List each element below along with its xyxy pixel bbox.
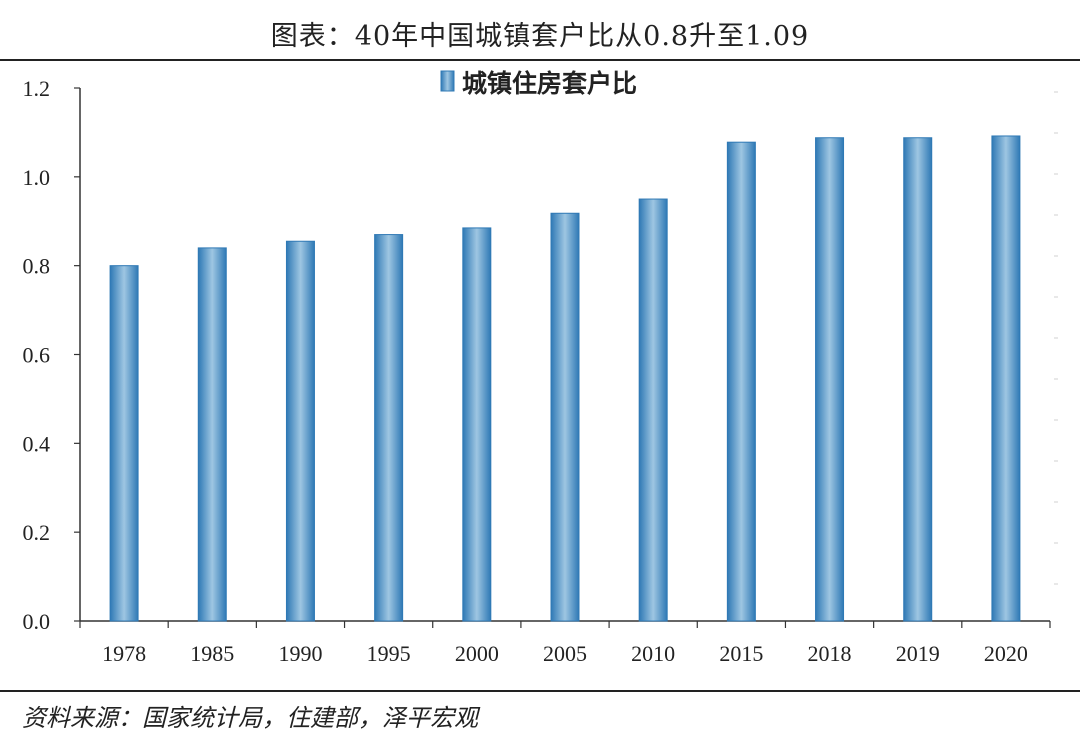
y-tick-label: 0.0 (23, 609, 51, 634)
legend-label: 城镇住房套户比 (462, 69, 637, 98)
bar-2015 (726, 141, 756, 622)
bar-2018 (815, 137, 845, 622)
y-tick-label: 1.0 (23, 165, 51, 190)
bar-1978 (109, 265, 139, 622)
x-tick-label: 1985 (190, 641, 234, 666)
bar-1990 (285, 240, 315, 622)
y-tick-label: 0.2 (23, 520, 51, 545)
x-tick-label: 2019 (896, 641, 940, 666)
bar-2010 (638, 198, 668, 622)
x-tick-label: 1995 (367, 641, 411, 666)
top-rule (0, 59, 1080, 61)
x-tick-label: 2015 (719, 641, 763, 666)
y-tick-label: 0.6 (23, 343, 51, 368)
bar-2005 (550, 212, 580, 622)
bottom-rule (0, 690, 1080, 692)
x-tick-label: 1978 (102, 641, 146, 666)
x-tick-label: 2005 (543, 641, 587, 666)
x-tick-label: 2020 (984, 641, 1028, 666)
y-tick-label: 0.4 (23, 431, 51, 456)
legend: 城镇住房套户比 (440, 69, 637, 98)
bar-2020 (991, 135, 1021, 622)
legend-swatch (440, 70, 455, 92)
y-tick-label: 1.2 (23, 76, 51, 101)
bars-group (109, 135, 1021, 622)
bar-1995 (374, 234, 404, 622)
bar-2019 (903, 137, 933, 622)
x-tick-label: 2018 (808, 641, 852, 666)
bar-1985 (197, 247, 227, 622)
page-title: 图表：40年中国城镇套户比从0.8升至1.09 (270, 21, 810, 52)
bar-2000 (462, 227, 492, 622)
source-note: 资料来源：国家统计局，住建部，泽平宏观 (22, 704, 478, 732)
x-tick-label: 2000 (455, 641, 499, 666)
x-tick-label: 1990 (278, 641, 322, 666)
x-tick-labels: 1978 1985 1990 1995 2000 2005 2010 2015 2018 2019… (102, 641, 1028, 666)
bar-chart: 1978 1985 1990 1995 2000 2005 2010 2015 2018 2019… (23, 69, 1058, 666)
y-tick-labels: 0.0 0.2 0.4 0.6 0.8 1.0 1.2 (23, 76, 51, 634)
x-tick-label: 2010 (631, 641, 675, 666)
y-tick-label: 0.8 (23, 254, 51, 279)
